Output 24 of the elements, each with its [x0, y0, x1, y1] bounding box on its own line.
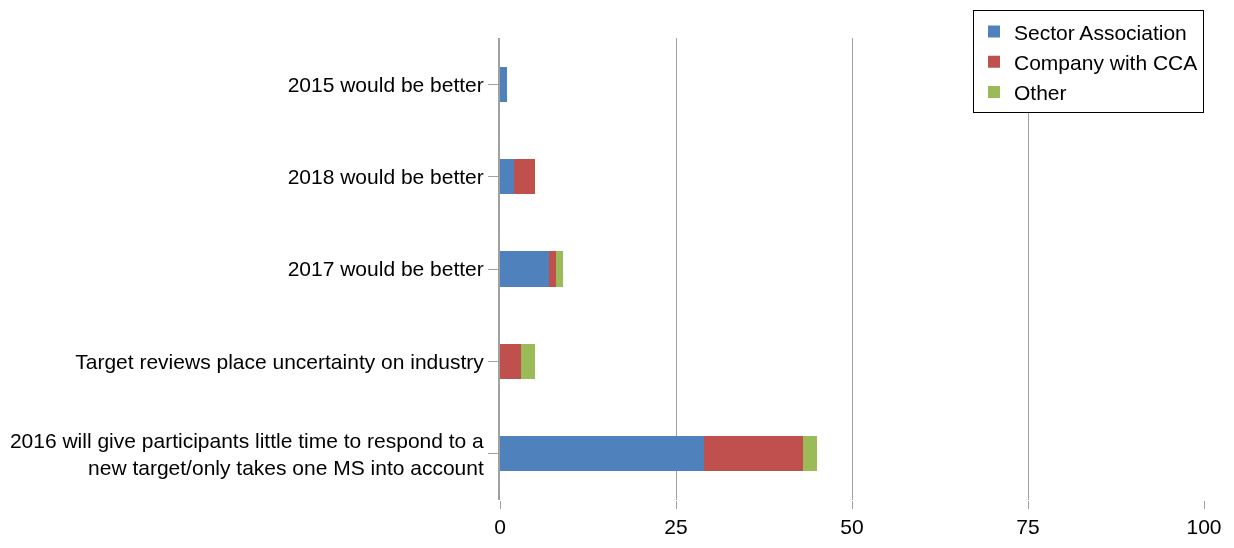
legend-label: Company with CCA: [1014, 50, 1198, 74]
legend-label: Other: [1014, 81, 1067, 105]
x-tick-label: 75: [1016, 515, 1040, 539]
x-tick-label: 25: [664, 515, 688, 539]
bar: [514, 159, 536, 195]
bar: [500, 343, 522, 379]
bar: [521, 343, 536, 379]
bar: [500, 159, 515, 195]
bar: [500, 436, 705, 472]
bar: [549, 251, 557, 287]
y-tick-label: 2016 will give participants little time to respond to a new target/only takes one MS into account: [9, 428, 485, 479]
bar: [500, 66, 508, 102]
y-tick-label: 2015 would be better: [287, 72, 484, 96]
x-tick-label: 50: [840, 515, 864, 539]
x-tick-label: 100: [1186, 515, 1222, 539]
bar: [500, 251, 550, 287]
bar: [802, 436, 817, 472]
x-tick-label: 0: [494, 515, 506, 539]
bar: [556, 251, 564, 287]
y-tick-label: 2017 would be better: [287, 257, 484, 281]
bar: [704, 436, 803, 472]
y-tick-label: 2018 would be better: [287, 164, 484, 188]
legend-label: Sector Association: [1014, 20, 1187, 44]
y-tick-label: Target reviews place uncertainty on industry: [75, 349, 485, 373]
